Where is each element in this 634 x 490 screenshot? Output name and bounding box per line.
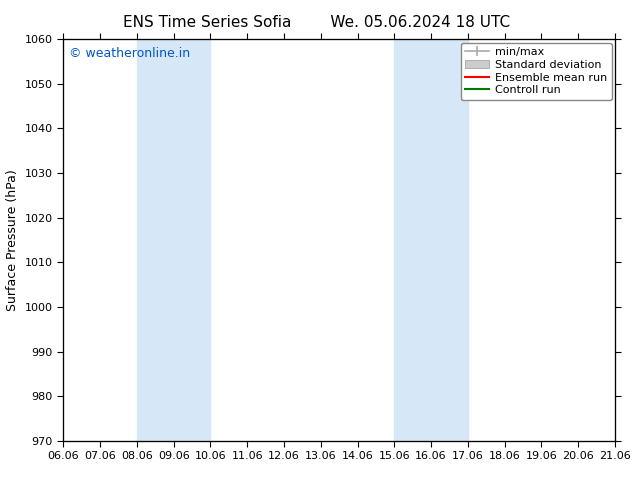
Bar (137, 39, 210, 441)
Legend: min/max, Standard deviation, Ensemble mean run, Controll run: min/max, Standard deviation, Ensemble me… (460, 43, 612, 100)
Y-axis label: Surface Pressure (hPa): Surface Pressure (hPa) (6, 169, 19, 311)
Text: © weatheronline.in: © weatheronline.in (69, 47, 190, 60)
Text: ENS Time Series Sofia        We. 05.06.2024 18 UTC: ENS Time Series Sofia We. 05.06.2024 18 … (124, 15, 510, 30)
Bar (394, 39, 468, 441)
